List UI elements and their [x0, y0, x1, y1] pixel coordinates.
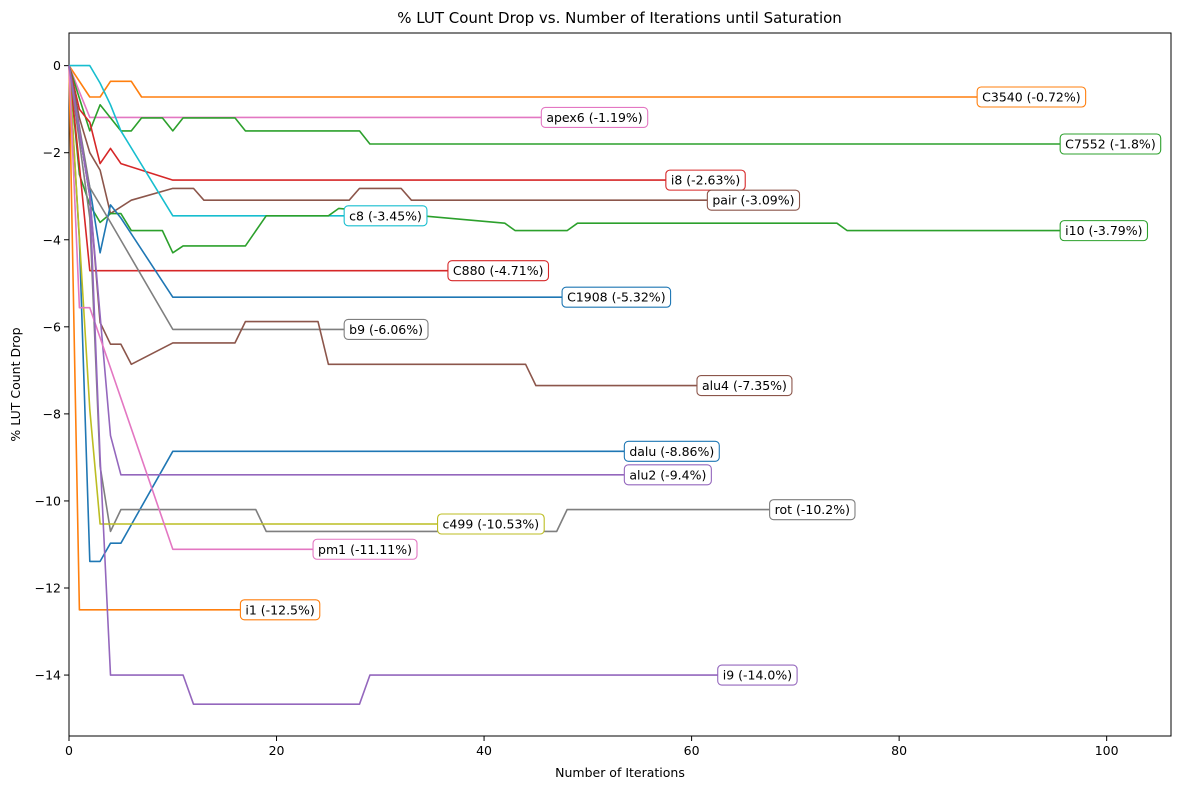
label-text: dalu (-8.86%): [629, 444, 714, 459]
series-label-C1908: C1908 (-5.32%): [561, 286, 672, 308]
label-box: [343, 318, 429, 340]
label-text: alu2 (-9.4%): [629, 467, 706, 482]
label-text: pair (-3.09%): [712, 193, 794, 208]
label-box: [1059, 133, 1162, 155]
label-box: [769, 499, 856, 521]
series-label-alu2: alu2 (-9.4%): [623, 464, 712, 486]
series-line-dalu: [68, 65, 630, 563]
series-label-i1: i1 (-12.5%): [239, 599, 321, 621]
label-text: rot (-10.2%): [775, 502, 850, 517]
series-label-dalu: dalu (-8.86%): [623, 440, 720, 462]
y-tick-label: −12: [35, 581, 61, 596]
y-tick-label: −6: [43, 319, 61, 334]
label-text: C880 (-4.71%): [453, 263, 544, 278]
label-box: [312, 538, 418, 560]
plot-frame: [68, 32, 1172, 737]
series-label-i8: i8 (-2.63%): [665, 169, 746, 191]
label-text: apex6 (-1.19%): [546, 110, 642, 125]
label-box: [623, 440, 720, 462]
label-box: [623, 464, 712, 486]
label-box: [239, 599, 321, 621]
label-text: c8 (-3.45%): [349, 208, 422, 223]
label-box: [706, 189, 801, 211]
label-box: [976, 86, 1087, 108]
series-label-alu4: alu4 (-7.35%): [696, 375, 793, 397]
label-text: i10 (-3.79%): [1065, 223, 1142, 238]
series-label-pm1: pm1 (-11.11%): [312, 538, 418, 560]
series-line-c8: [69, 64, 350, 217]
x-axis: 0 20 40 60 80 100: [65, 736, 1119, 758]
label-text: pm1 (-11.11%): [318, 542, 412, 557]
y-axis: 0 −2 −4 −6 −8 −10 −12 −14: [35, 58, 69, 683]
label-text: C3540 (-0.72%): [982, 89, 1081, 104]
label-text: C7552 (-1.8%): [1065, 137, 1156, 152]
series-label-rot: rot (-10.2%): [769, 499, 856, 521]
series-end-labels: i1 (-12.5%) C3540 (-0.72%) apex6 (-1.19%) C…: [239, 86, 1162, 686]
series-line-i10: [68, 65, 1066, 254]
series-line-C880: [68, 65, 453, 272]
series-line-pair: [68, 65, 713, 215]
label-box: [665, 169, 746, 191]
label-text: i9 (-14.0%): [723, 668, 792, 683]
label-text: b9 (-6.06%): [349, 322, 423, 337]
x-tick-label: 0: [65, 743, 73, 758]
series-lines: [68, 64, 1066, 706]
y-tick-label: −14: [35, 668, 61, 683]
x-tick-label: 60: [684, 743, 700, 758]
series-label-C7552: C7552 (-1.8%): [1059, 133, 1162, 155]
plot-area: [68, 32, 1172, 737]
series-line-C3540: [68, 65, 983, 98]
label-box: [343, 205, 428, 227]
series-label-apex6: apex6 (-1.19%): [540, 106, 649, 128]
y-tick-label: −10: [35, 493, 61, 508]
series-line-i8: [68, 65, 671, 181]
label-box: [437, 513, 545, 535]
series-label-C3540: C3540 (-0.72%): [976, 86, 1087, 108]
label-text: i1 (-12.5%): [245, 602, 314, 617]
series-line-b9: [68, 65, 350, 331]
series-label-pair: pair (-3.09%): [706, 189, 801, 211]
series-line-apex6: [68, 65, 547, 119]
chart-title: % LUT Count Drop vs. Number of Iteration…: [397, 9, 842, 27]
x-tick-label: 40: [476, 743, 492, 758]
y-tick-label: 0: [53, 58, 61, 73]
series-label-c8: c8 (-3.45%): [343, 205, 428, 227]
x-tick-label: 100: [1095, 743, 1119, 758]
series-line-pm1: [68, 65, 318, 551]
x-axis-label: Number of Iterations: [555, 765, 685, 780]
label-text: i8 (-2.63%): [671, 173, 740, 188]
x-tick-label: 80: [891, 743, 907, 758]
series-label-i10: i10 (-3.79%): [1059, 220, 1149, 242]
label-box: [717, 664, 798, 686]
label-box: [561, 286, 672, 308]
series-line-c499: [68, 65, 443, 525]
label-box: [540, 106, 649, 128]
series-line-i9: [68, 65, 723, 706]
y-tick-label: −4: [43, 232, 61, 247]
series-line-i1: [68, 65, 246, 611]
series-label-b9: b9 (-6.06%): [343, 318, 429, 340]
label-box: [447, 260, 550, 282]
y-tick-label: −8: [43, 406, 61, 421]
x-tick-label: 20: [269, 743, 285, 758]
label-box: [696, 375, 793, 397]
y-axis-label: % LUT Count Drop: [8, 327, 23, 441]
label-text: c499 (-10.53%): [443, 517, 540, 532]
label-text: alu4 (-7.35%): [702, 378, 787, 393]
label-text: C1908 (-5.32%): [567, 290, 666, 305]
series-label-i9: i9 (-14.0%): [717, 664, 798, 686]
series-label-C880: C880 (-4.71%): [447, 260, 550, 282]
y-tick-label: −2: [43, 145, 61, 160]
series-label-c499: c499 (-10.53%): [437, 513, 545, 535]
label-box: [1059, 220, 1149, 242]
series-line-C7552: [68, 65, 1066, 145]
